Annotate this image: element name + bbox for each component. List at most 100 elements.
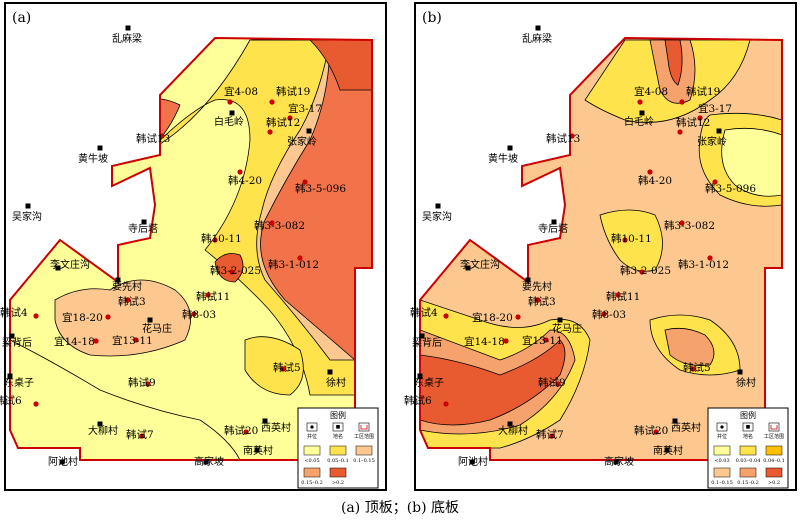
place-marker xyxy=(254,447,260,453)
panel-label: (a) xyxy=(12,10,31,26)
well-marker xyxy=(679,220,685,226)
well-marker xyxy=(297,255,303,261)
place-marker xyxy=(557,317,563,323)
well-marker xyxy=(549,433,555,439)
well-label: 韩试9 xyxy=(538,376,566,389)
well-marker xyxy=(145,381,151,387)
well-marker xyxy=(243,429,249,435)
well-marker xyxy=(287,115,293,121)
place-marker xyxy=(147,317,153,323)
well-label: 韩4-20 xyxy=(228,174,262,187)
place-marker xyxy=(306,128,312,134)
well-marker xyxy=(601,311,607,317)
place-marker xyxy=(59,459,65,465)
place-label: 阿池村 xyxy=(458,455,488,468)
well-marker xyxy=(677,129,683,135)
legend-title: 图例 xyxy=(740,410,756,420)
legend-swatch xyxy=(303,467,321,478)
well-label: 韩3-5-096 xyxy=(705,182,756,195)
contour-region xyxy=(664,327,715,366)
place-marker xyxy=(7,373,13,379)
legend-symbol-label: 地名 xyxy=(743,433,753,440)
legend-title: 图例 xyxy=(330,410,346,420)
well-label: 韩试5 xyxy=(273,361,301,374)
place-label: 吴家沟 xyxy=(12,210,42,223)
place-label: 李文庄沟 xyxy=(50,258,90,271)
well-marker xyxy=(569,133,575,139)
well-marker xyxy=(280,366,286,372)
place-marker xyxy=(97,421,103,427)
place-marker xyxy=(465,265,471,271)
well-label: 韩4-20 xyxy=(638,174,672,187)
well-marker xyxy=(707,255,713,261)
well-label: 韩3-1-012 xyxy=(268,258,319,271)
well-marker xyxy=(237,169,243,175)
legend-swatch xyxy=(329,445,347,456)
place-label: 白毛岭 xyxy=(214,115,244,128)
well-marker xyxy=(637,99,643,105)
well-marker xyxy=(269,99,275,105)
well-label: 韩试13 xyxy=(546,132,580,145)
place-marker xyxy=(229,110,235,116)
well-marker xyxy=(302,179,308,185)
well-marker xyxy=(697,115,703,121)
place-marker xyxy=(327,369,333,375)
legend-swatch xyxy=(713,467,731,478)
well-label: 韩试20 xyxy=(634,424,668,437)
legend-place-icon xyxy=(742,422,754,432)
place-marker xyxy=(203,459,209,465)
place-label: 大柳村 xyxy=(498,424,528,437)
place-label: 黄牛坡 xyxy=(488,152,518,165)
legend-well-icon xyxy=(306,422,318,432)
place-label: 寺后塔 xyxy=(538,222,568,235)
legend-symbol-label: 地名 xyxy=(333,433,343,440)
survey-boundary xyxy=(9,36,373,461)
well-marker xyxy=(622,237,628,243)
well-marker xyxy=(229,269,235,275)
legend-swatch xyxy=(713,445,731,456)
well-marker xyxy=(205,292,211,298)
place-marker xyxy=(417,373,423,379)
well-marker xyxy=(159,133,165,139)
well-label: 韩试11 xyxy=(196,290,230,303)
well-marker xyxy=(639,269,645,275)
well-marker xyxy=(133,337,139,343)
place-label: 乱麻梁 xyxy=(522,32,552,45)
well-marker xyxy=(443,401,449,407)
legend-swatch xyxy=(739,467,757,478)
place-marker xyxy=(435,203,441,209)
well-label: 宜3-17 xyxy=(698,102,732,115)
place-label: 乱麻梁 xyxy=(112,32,142,45)
well-label: 宜3-17 xyxy=(288,102,322,115)
well-label: 韩3-1-012 xyxy=(678,258,729,271)
well-marker xyxy=(443,313,449,319)
place-label: 要先村 xyxy=(522,280,552,293)
well-marker xyxy=(515,314,521,320)
place-marker xyxy=(25,203,31,209)
place-label: 梁背后 xyxy=(2,336,32,349)
legend-swatch xyxy=(303,445,321,456)
legend-class-label: 0.1–0.15 xyxy=(353,458,375,464)
place-marker xyxy=(9,333,15,339)
survey-boundary xyxy=(419,36,783,461)
place-label: 寺后塔 xyxy=(128,222,158,235)
well-marker xyxy=(503,338,509,344)
place-marker xyxy=(141,219,147,225)
place-marker xyxy=(716,128,722,134)
place-marker xyxy=(55,265,61,271)
well-label: 宜18-20 xyxy=(62,311,103,324)
well-marker xyxy=(269,220,275,226)
place-label: 吴家沟 xyxy=(422,210,452,223)
contour-region xyxy=(664,39,683,86)
legend-class-label: 0.03–0.04 xyxy=(736,458,761,464)
well-label: 韩试13 xyxy=(136,132,170,145)
legend-place-icon xyxy=(332,422,344,432)
well-label: 韩试6 xyxy=(0,394,22,407)
place-label: 东桌子 xyxy=(414,376,444,389)
well-label: 韩3-3-082 xyxy=(664,219,715,232)
place-label: 李文庄沟 xyxy=(460,258,500,271)
place-marker xyxy=(672,418,678,424)
place-label: 梁背后 xyxy=(412,336,442,349)
place-label: 西英村 xyxy=(261,421,291,434)
